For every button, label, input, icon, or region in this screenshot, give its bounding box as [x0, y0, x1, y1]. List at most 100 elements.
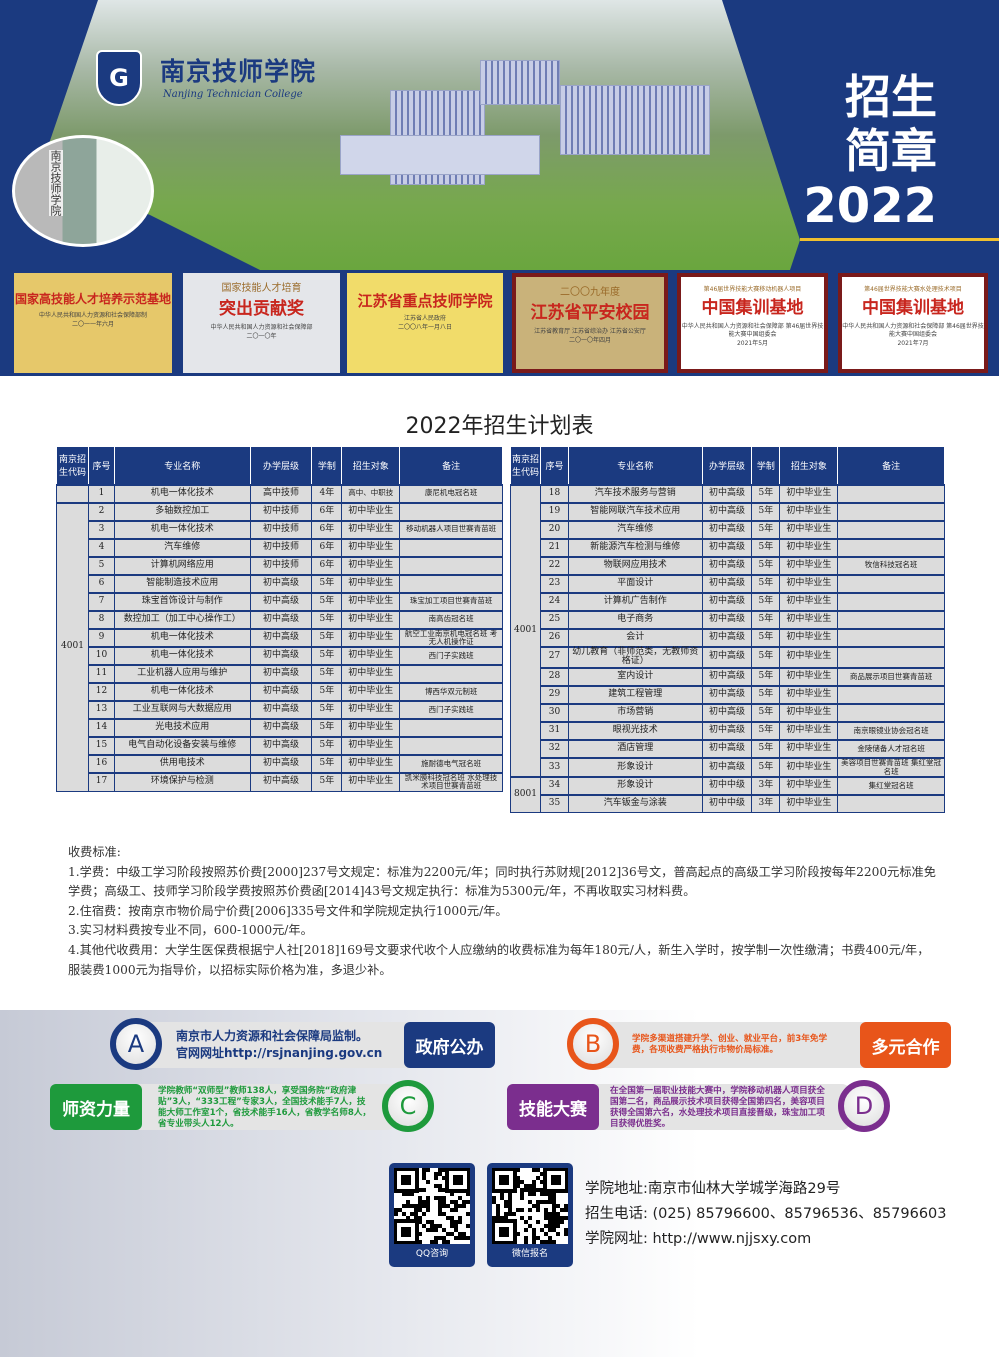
badge-b: B — [567, 1018, 619, 1070]
cell: 初中毕业生 — [341, 501, 401, 521]
table-row: 31 眼视光技术 初中高级 5年 初中毕业生 南京眼镜业协会冠名班 — [511, 721, 945, 741]
cell — [837, 573, 945, 593]
qq-qr-code[interactable]: QQ咨询 — [389, 1163, 475, 1267]
column-header: 招生对象 — [341, 446, 401, 485]
cell: 5年 — [751, 483, 781, 503]
table-row: 25 电子商务 初中高级 5年 初中毕业生 — [511, 609, 945, 629]
cell: 南高齿冠名班 — [399, 609, 503, 629]
cell: 初中毕业生 — [779, 519, 839, 539]
cell: 3 — [87, 519, 115, 539]
cell: 供用电技术 — [113, 754, 251, 774]
cell: 5年 — [751, 739, 781, 759]
table-row: 20 汽车维修 初中高级 5年 初中毕业生 — [511, 519, 945, 539]
cell: 20 — [539, 519, 569, 539]
cell: 32 — [539, 739, 569, 759]
hero-banner: G 南京技师学院 Nanjing Technician College 南京技师… — [0, 0, 999, 270]
cell: 6年 — [311, 537, 343, 557]
cell: 初中毕业生 — [341, 609, 401, 629]
cell: 机电一体化技术 — [113, 483, 251, 503]
cell: 14 — [87, 718, 115, 738]
cell: 西门子实践班 — [399, 700, 503, 720]
cell: 光电技术应用 — [113, 718, 251, 738]
cell: 初中高级 — [249, 573, 313, 593]
cell: 17 — [87, 772, 115, 792]
cell: 28 — [539, 667, 569, 687]
cell: 18 — [539, 483, 569, 503]
table-row: 28 室内设计 初中高级 5年 初中毕业生 商品展示项目世赛青苗班 — [511, 667, 945, 687]
fee-item: 2.住宿费：按南京市物价局宁价费[2006]335号文件和学院规定执行1000元… — [68, 903, 508, 918]
cell: 机电一体化技术 — [113, 519, 251, 539]
cell: 酒店管理 — [567, 739, 703, 759]
cell: 5年 — [751, 667, 781, 687]
cell: 5年 — [751, 519, 781, 539]
cell: 5年 — [751, 501, 781, 521]
cell: 初中高级 — [249, 700, 313, 720]
cell: 3年 — [751, 775, 781, 796]
cell: 施耐德电气冠名班 — [399, 754, 503, 774]
cell — [837, 609, 945, 629]
cell: 初中毕业生 — [779, 609, 839, 629]
cell: 智能制造技术应用 — [113, 573, 251, 593]
cell: 初中毕业生 — [779, 627, 839, 647]
cell: 3年 — [751, 793, 781, 814]
table-header: 南京招生代码 序号 专业名称 办学层级 学制 招生对象 备注 — [510, 446, 945, 485]
table-row: 5 计算机网络应用 初中技师 6年 初中毕业生 — [57, 555, 503, 575]
cell — [837, 501, 945, 521]
table-row: 8001 34 形象设计 初中中级 3年 初中毕业生 集红堂冠名班 — [510, 775, 945, 814]
table-row: 11 工业机器人应用与维护 初中高级 5年 初中毕业生 — [57, 664, 503, 684]
cell: 初中高级 — [701, 591, 753, 611]
table-row: 8 数控加工（加工中心操作工） 初中高级 5年 初中毕业生 南高齿冠名班 — [57, 609, 503, 629]
cell: 6 — [87, 573, 115, 593]
cell: 初中毕业生 — [341, 627, 401, 648]
cell: 初中高级 — [249, 627, 313, 648]
cell: 初中高级 — [701, 739, 753, 759]
column-header: 专业名称 — [567, 446, 703, 485]
title-line1: 招生 — [845, 70, 937, 124]
cell: 西门子实践班 — [399, 646, 503, 666]
cell — [399, 573, 503, 593]
plan-table-left: 南京招生代码 序号 专业名称 办学层级 学制 招生对象 备注 1 机电一体化技术 高中技师 4年 高中… — [56, 446, 503, 792]
cell: 23 — [539, 573, 569, 593]
cell: 初中毕业生 — [779, 757, 839, 778]
cell: 机电一体化技术 — [113, 682, 251, 702]
cell: 4年 — [311, 483, 343, 503]
cell — [399, 664, 503, 684]
cell: 初中毕业生 — [779, 793, 839, 814]
cell: 商品展示项目世赛青苗班 — [837, 667, 945, 687]
cell: 5年 — [751, 573, 781, 593]
cell: 初中毕业生 — [341, 537, 401, 557]
cell: 21 — [539, 537, 569, 557]
cell: 牧信科技冠名班 — [837, 555, 945, 575]
feature-b-text: 学院多渠道搭建升学、创业、就业平台，前3年免学费，各项收费严格执行市物价局标准。 — [632, 1034, 828, 1055]
cell: 机电一体化技术 — [113, 646, 251, 666]
website-link[interactable]: 学院网址: http://www.njjsxy.com — [585, 1231, 812, 1247]
wechat-qr-code[interactable]: 微信报名 — [487, 1163, 573, 1267]
feature-c-text: 学院教师“双师型”教师138人，享受国务院“政府津贴”3人，“333工程”专家3… — [158, 1086, 371, 1129]
cell: 初中高级 — [701, 609, 753, 629]
cell: 初中高级 — [249, 772, 313, 792]
cell: 初中毕业生 — [779, 573, 839, 593]
cell: 5年 — [311, 646, 343, 666]
cell: 初中毕业生 — [341, 736, 401, 756]
cell: 5年 — [751, 703, 781, 723]
column-header: 序号 — [539, 446, 569, 485]
cell: 6年 — [311, 555, 343, 575]
cell: 初中毕业生 — [779, 537, 839, 557]
cell: 初中毕业生 — [779, 775, 839, 796]
table-row: 30 市场营销 初中高级 5年 初中毕业生 — [511, 703, 945, 723]
cell: 凯米膜科技冠名班 水处理技术项目世赛青苗班 — [399, 772, 503, 792]
table-row: 22 物联网应用技术 初中高级 5年 初中毕业生 牧信科技冠名班 — [511, 555, 945, 575]
cell: 25 — [539, 609, 569, 629]
table-header: 南京招生代码 序号 专业名称 办学层级 学制 招生对象 备注 — [56, 446, 503, 485]
school-name-cn: 南京技师学院 — [160, 57, 317, 86]
cell: 集红堂冠名班 — [837, 775, 945, 796]
cell: 初中高级 — [701, 501, 753, 521]
badge-c: C — [382, 1080, 434, 1132]
cell: 初中高级 — [249, 736, 313, 756]
cell: 初中高级 — [249, 682, 313, 702]
enroll-code: 4001 — [510, 483, 541, 778]
cell: 形象设计 — [567, 757, 703, 778]
cell: 5年 — [751, 757, 781, 778]
enroll-code: 4001 — [56, 501, 89, 792]
cell: 11 — [87, 664, 115, 684]
